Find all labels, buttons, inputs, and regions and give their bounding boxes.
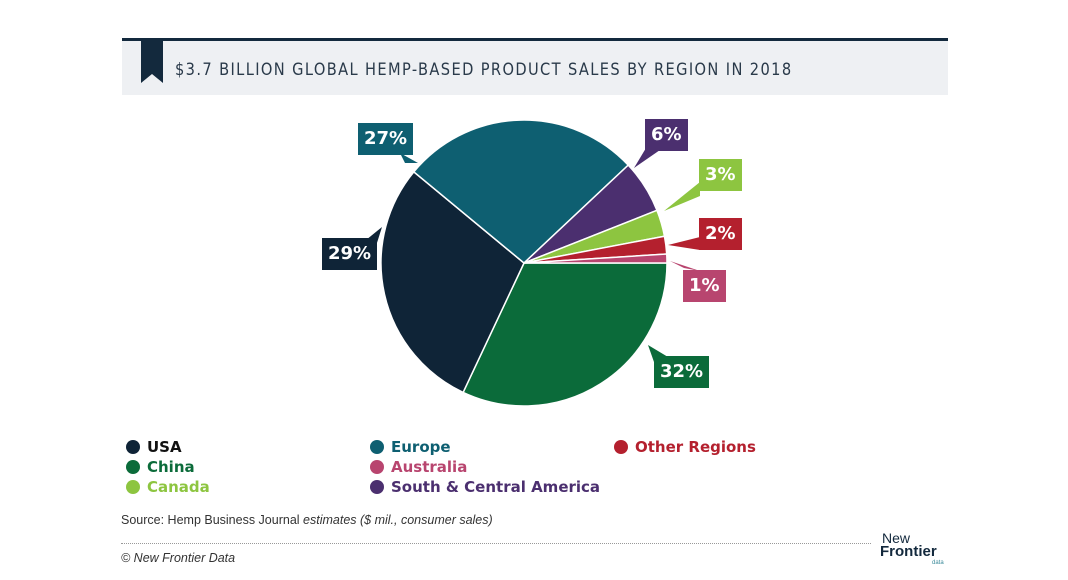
logo-line3: data [932,560,944,566]
legend-item: South & Central America [370,478,600,496]
pie-chart [366,119,700,407]
pie-slice-australia [523,253,668,264]
legend-label: Other Regions [635,438,756,456]
data-label: 3% [699,159,742,191]
legend-item: Australia [370,458,467,476]
data-label: 1% [683,270,726,302]
source-text: Source: Hemp Business Journal [121,513,304,527]
legend-item: China [126,458,195,476]
new-frontier-logo: New Frontier data [880,530,952,570]
pie-slice-china [462,262,668,407]
data-label: 27% [358,123,414,155]
source-note: Source: Hemp Business Journal estimates … [121,513,493,527]
legend-item: Other Regions [614,438,756,456]
callout-pointer [668,237,700,250]
callout-pointer [664,182,700,211]
legend-dot-icon [126,440,140,454]
callout-pointer [634,148,660,168]
legend-dot-icon [370,460,384,474]
header-rule [122,38,948,41]
divider [121,543,871,544]
legend-label: Australia [391,458,468,476]
legend-item: Canada [126,478,210,496]
data-label: 6% [645,119,688,151]
callout-pointer [400,153,418,163]
chart-title: $3.7 BILLION GLOBAL HEMP-BASED PRODUCT S… [175,60,793,80]
legend-label: South & Central America [391,478,601,496]
legend-label: Canada [147,478,210,496]
source-italic: estimates ($ mil., consumer sales) [303,513,493,527]
legend-dot-icon [126,460,140,474]
pie-slice-usa [380,170,525,394]
logo-line2: Frontier [880,543,937,560]
legend-dot-icon [614,440,628,454]
legend-label: China [147,458,195,476]
logo-line1: New [882,530,911,546]
legend-label: USA [147,438,182,456]
callout-pointer [670,261,700,271]
bookmark-icon [141,38,163,83]
legend-dot-icon [370,440,384,454]
data-label: 32% [654,356,710,388]
data-label: 29% [322,238,378,270]
header-bar [122,41,948,95]
legend-item: Europe [370,438,451,456]
legend-label: Europe [391,438,451,456]
pie-slice-europe [412,119,630,264]
legend-item: USA [126,438,182,456]
copyright: © New Frontier Data [121,551,236,565]
legend-dot-icon [370,480,384,494]
data-label: 2% [699,218,742,250]
legend-dot-icon [126,480,140,494]
